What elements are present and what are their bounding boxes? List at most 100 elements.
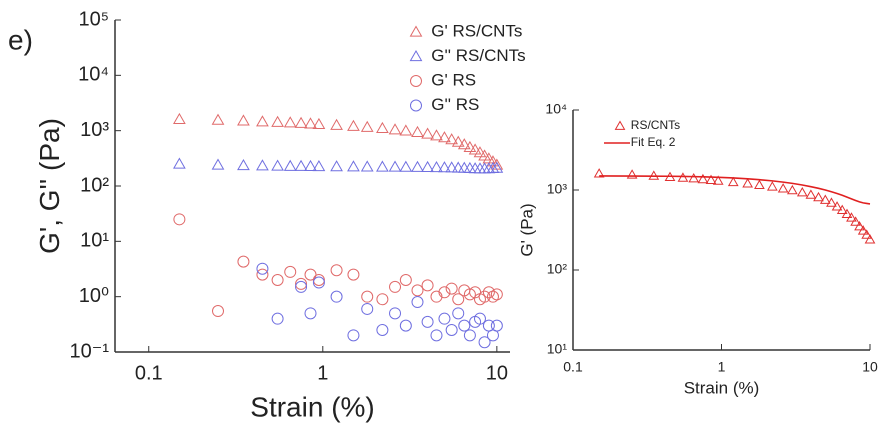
data-point <box>438 131 451 143</box>
legend-swatch <box>409 25 423 37</box>
data-point <box>304 159 317 172</box>
data-point <box>173 112 186 124</box>
data-point <box>312 117 326 129</box>
y-tick-label: 10² <box>80 174 109 196</box>
data-point <box>411 160 424 172</box>
data-point <box>376 160 389 172</box>
x-tick-label: 0.1 <box>135 362 163 384</box>
fit-line <box>599 175 871 205</box>
data-point <box>836 204 848 215</box>
data-point <box>593 168 605 178</box>
data-point <box>256 159 269 171</box>
data-point <box>864 234 876 244</box>
data-point <box>805 189 817 199</box>
data-point <box>237 158 250 171</box>
data-point <box>389 280 402 293</box>
data-point <box>361 302 374 315</box>
legend-label: G' RS/CNTs <box>431 21 522 40</box>
data-point <box>347 268 360 281</box>
data-point <box>283 116 297 128</box>
data-point <box>705 174 717 184</box>
data-point <box>463 329 476 342</box>
x-axis-title: Strain (%) <box>684 379 760 398</box>
data-point <box>376 323 389 336</box>
data-point <box>304 268 317 281</box>
data-point <box>388 123 402 135</box>
data-point <box>304 117 317 129</box>
data-point <box>330 264 343 277</box>
data-point <box>347 119 360 131</box>
data-point <box>211 113 225 125</box>
data-point <box>330 290 343 303</box>
data-point <box>389 307 402 320</box>
data-point <box>421 315 434 328</box>
data-point <box>688 173 700 183</box>
data-point <box>452 293 465 306</box>
data-point <box>376 293 389 306</box>
data-point <box>430 329 443 342</box>
data-point <box>411 284 424 297</box>
y-axis-title: G' (Pa) <box>517 203 536 256</box>
data-point <box>445 161 459 173</box>
data-point <box>330 118 343 130</box>
data-point <box>294 159 308 171</box>
data-point <box>468 143 482 155</box>
data-point <box>237 255 250 268</box>
data-point <box>438 312 451 325</box>
data-point <box>421 160 434 173</box>
data-point <box>846 212 857 222</box>
legend-label: Fit Eq. 2 <box>631 135 676 149</box>
legend-swatch <box>614 120 626 130</box>
data-point <box>388 160 402 172</box>
data-point <box>727 176 739 187</box>
data-point <box>457 138 471 150</box>
x-axis-title: Strain (%) <box>250 391 374 422</box>
legend-swatch <box>410 75 422 87</box>
legend-label: G' RS <box>431 70 476 89</box>
panel-label: e) <box>8 24 33 55</box>
data-point <box>463 140 477 152</box>
y-axis-title: G', G'' (Pa) <box>34 118 65 254</box>
data-point <box>777 183 789 193</box>
data-point <box>826 197 837 207</box>
y-tick-label: 10⁰ <box>79 285 109 307</box>
data-point <box>478 290 491 303</box>
y-tick-label: 10⁵ <box>78 8 109 30</box>
data-point <box>211 158 225 170</box>
data-point <box>831 201 843 211</box>
x-tick-label: 10 <box>862 359 878 375</box>
data-point <box>271 159 284 171</box>
data-point <box>376 121 389 134</box>
data-point <box>430 290 443 303</box>
data-point <box>294 116 308 128</box>
data-point <box>312 160 326 172</box>
data-point <box>347 329 360 342</box>
y-tick-label: 10⁴ <box>545 101 567 117</box>
data-point <box>295 280 308 293</box>
data-point <box>786 184 798 195</box>
data-point <box>754 179 765 190</box>
data-point <box>361 290 374 303</box>
data-point <box>430 160 443 173</box>
data-point <box>421 279 434 292</box>
data-point <box>312 276 325 289</box>
data-point <box>712 175 724 185</box>
data-point <box>452 307 465 320</box>
data-point <box>271 274 284 287</box>
data-point <box>271 312 284 325</box>
data-point <box>742 178 754 188</box>
data-point <box>399 274 412 287</box>
y-tick-label: 10² <box>547 261 568 277</box>
data-point <box>850 216 861 226</box>
data-point <box>399 319 412 332</box>
data-point <box>473 146 487 158</box>
data-point <box>445 133 459 145</box>
data-point <box>841 208 853 218</box>
data-point <box>212 305 225 318</box>
x-tick-label: 1 <box>718 359 726 375</box>
data-point <box>490 288 503 301</box>
data-point <box>430 129 443 141</box>
data-point <box>347 160 360 172</box>
data-point <box>478 336 491 349</box>
